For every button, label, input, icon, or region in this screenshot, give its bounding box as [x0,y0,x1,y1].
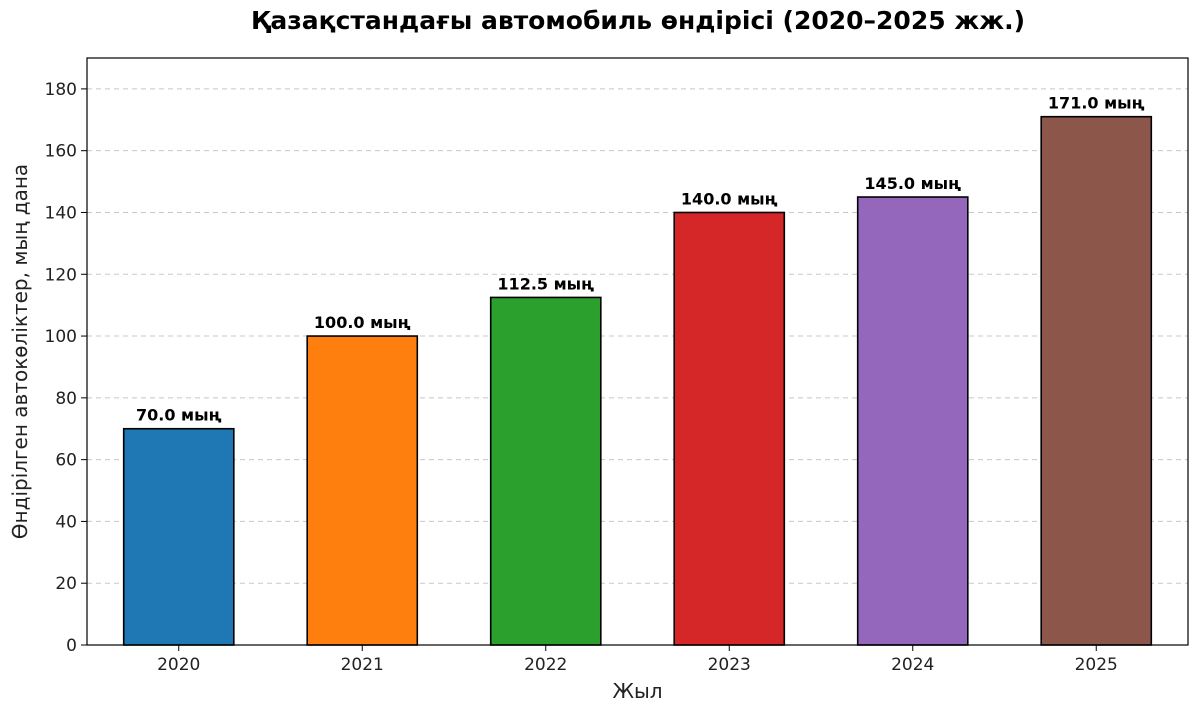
y-axis: 0 20 40 60 80 100 120 140 160 180 [45,80,87,656]
x-axis: 2020 2021 2022 2023 2024 2025 [157,645,1118,675]
x-tick-label: 2021 [341,655,384,675]
y-tick-label: 0 [66,636,77,656]
data-label: 171.0 мың [1048,94,1145,113]
gridlines [87,88,1188,584]
bar-2020 [122,427,235,646]
plot-frame [86,57,1189,646]
chart-title: Қазақстандағы автомобиль өндірісі (2020–… [251,6,1025,35]
bar-2022 [489,296,602,646]
bar-2021 [306,335,419,646]
y-tick-label: 160 [45,142,77,162]
y-axis-label: Өндірілген автокөліктер, мың дана [8,164,32,539]
data-label: 70.0 мың [136,406,222,425]
bar-2025 [1040,115,1153,646]
x-axis-label: Жыл [612,679,662,703]
y-tick-label: 100 [45,327,77,347]
data-label: 112.5 мың [497,274,594,293]
y-tick-label: 60 [55,451,77,471]
y-tick-label: 80 [55,389,77,409]
y-tick-label: 140 [45,203,77,223]
y-tick-label: 120 [45,265,77,285]
y-tick-label: 180 [45,80,77,100]
x-tick-label: 2024 [891,655,934,675]
y-tick-label: 40 [55,512,77,532]
data-labels: 70.0 мың 100.0 мың 112.5 мың 140.0 мың 145.0… [136,94,1145,425]
y-tick-label: 20 [55,574,77,594]
data-label: 140.0 мың [681,189,778,208]
data-label: 145.0 мың [864,174,961,193]
x-tick-label: 2020 [157,655,200,675]
x-tick-label: 2023 [708,655,751,675]
bar-2024 [856,196,969,646]
bar-2023 [673,211,786,646]
data-label: 100.0 мың [314,313,411,332]
x-tick-label: 2025 [1075,655,1118,675]
x-tick-label: 2022 [524,655,567,675]
bars [122,115,1153,646]
